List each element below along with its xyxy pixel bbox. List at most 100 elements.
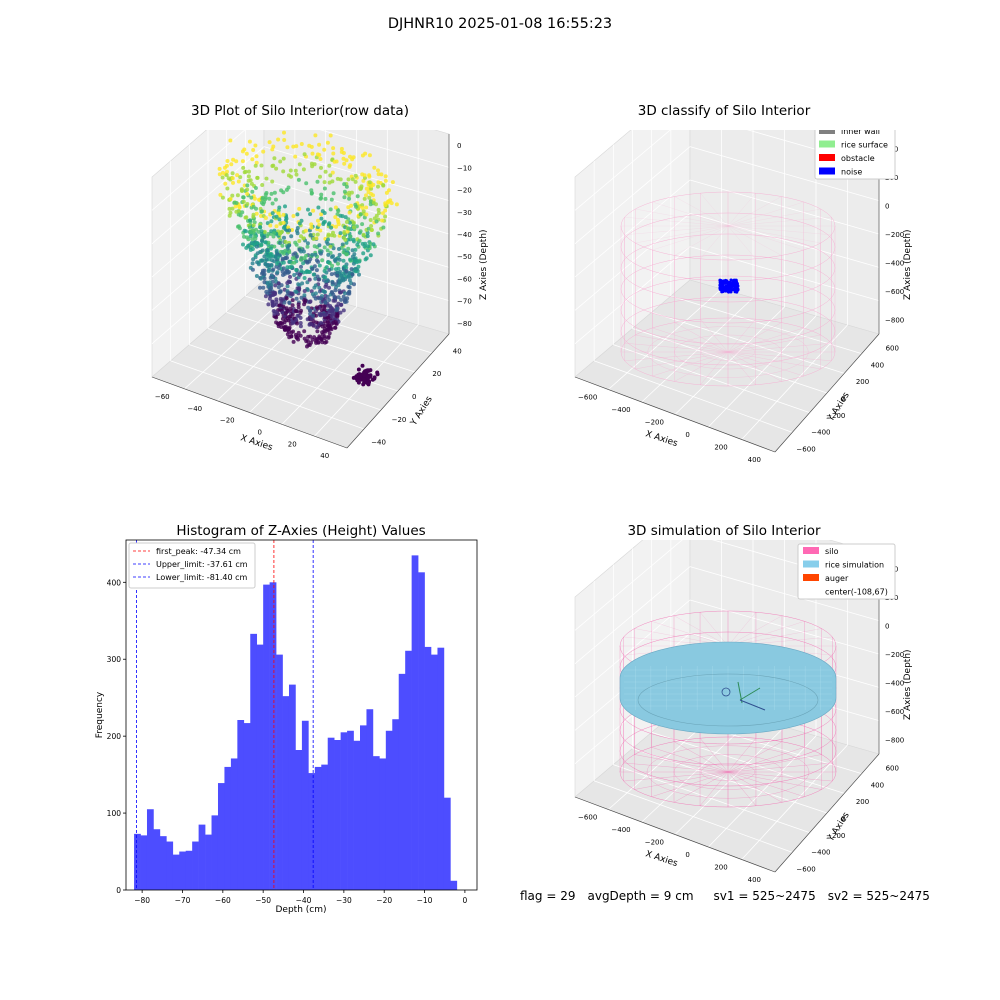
scatter-point	[239, 187, 244, 192]
scatter-point	[276, 281, 281, 286]
scatter-point	[323, 196, 328, 201]
scatter-point	[361, 232, 366, 237]
scatter-point	[351, 220, 356, 225]
scatter-point	[241, 195, 246, 200]
scatter-point	[337, 252, 342, 257]
scatter-point	[283, 239, 288, 244]
scatter-point	[273, 197, 278, 202]
tick-label: −20	[392, 416, 407, 424]
scatter-point	[308, 212, 313, 217]
tick-label: 40	[453, 347, 462, 355]
scatter-point	[297, 286, 301, 291]
scatter-point	[228, 196, 233, 201]
scatter-point	[248, 247, 253, 252]
scatter-point	[236, 212, 241, 217]
scatter-point	[264, 176, 269, 181]
scatter-point	[294, 336, 299, 340]
scatter-point	[322, 275, 327, 280]
legend-swatch	[803, 547, 819, 554]
silo-floor-ring	[647, 326, 809, 378]
scatter-point	[344, 265, 349, 270]
scatter-point	[344, 184, 349, 189]
scatter-point	[258, 276, 263, 281]
scatter-point	[335, 273, 340, 278]
scatter-point	[330, 280, 335, 285]
scatter-point	[394, 202, 399, 207]
scatter-point	[281, 266, 286, 271]
histogram-frame	[125, 539, 478, 891]
histogram-bar	[282, 696, 290, 890]
scatter-point	[347, 190, 352, 195]
scatter-point	[294, 172, 299, 177]
classify-plot-title: 3D classify of Silo Interior	[637, 103, 811, 119]
scatter-point	[274, 214, 279, 219]
noise-point	[733, 282, 737, 287]
scatter-point	[270, 211, 275, 216]
legend-label: Upper_limit: -37.61 cm	[156, 560, 248, 569]
scatter-point	[269, 219, 274, 224]
scatter-point	[277, 217, 282, 222]
scatter-point	[267, 196, 272, 201]
scatter-point	[306, 207, 310, 212]
classify-z-label: Z Axies (Depth)	[903, 229, 913, 300]
scatter-point	[322, 186, 327, 191]
scatter-point	[348, 234, 353, 239]
x-tick-label: −30	[336, 896, 352, 905]
scatter-point	[269, 252, 274, 257]
scatter-point	[334, 159, 339, 164]
scatter-point	[324, 282, 329, 287]
scatter-point	[265, 234, 270, 239]
flag-value: flag = 29	[520, 889, 576, 903]
scatter-point	[354, 374, 359, 379]
scatter-point	[230, 193, 235, 198]
scatter-point	[316, 277, 321, 282]
scatter-point	[230, 206, 235, 211]
tick-label: 200	[714, 443, 727, 451]
scatter-point	[376, 207, 381, 212]
scatter-point	[263, 197, 268, 202]
scatter-point	[287, 314, 292, 319]
scatter-point	[341, 308, 346, 313]
tick-label: 0	[885, 202, 889, 210]
scatter-point	[354, 204, 359, 209]
scatter-point	[319, 192, 324, 197]
scatter-point	[348, 237, 353, 242]
histogram-bar	[237, 720, 245, 890]
scatter-point	[254, 154, 259, 159]
scatter-point	[337, 277, 342, 282]
scatter-point	[269, 229, 274, 234]
histogram-bar	[340, 732, 348, 890]
histogram-chart: −80 −70 −60 −50 −40 −30 −20 −10 0 0100200300400 …	[95, 539, 478, 915]
scatter-point	[249, 181, 254, 186]
scatter-point	[371, 193, 375, 198]
scatter-point	[276, 137, 281, 142]
x-tick-label: 0	[463, 896, 468, 905]
scatter-point	[285, 145, 290, 150]
histogram-bar	[153, 829, 161, 890]
silo-floor-ring	[700, 763, 756, 781]
scatter-point	[252, 196, 257, 201]
simulation-rice-surface	[619, 641, 837, 735]
tick-label: 0	[841, 395, 845, 403]
scatter-point	[296, 330, 301, 335]
histogram-bar	[243, 723, 251, 890]
scatter-point	[327, 267, 332, 272]
scatter-point	[268, 275, 273, 280]
scatter-point	[380, 211, 385, 216]
scatter-point	[244, 151, 249, 156]
scatter-point	[329, 290, 334, 294]
scatter-point	[346, 226, 351, 231]
scatter-point	[317, 263, 322, 268]
scatter-point	[350, 177, 355, 182]
grid-line	[319, 130, 450, 168]
scatter-point	[288, 306, 293, 311]
scatter-point	[342, 182, 347, 187]
scatter-point	[293, 168, 298, 173]
scatter-point	[259, 209, 264, 214]
raw-plot-title: 3D Plot of Silo Interior(row data)	[191, 103, 409, 119]
tick-label: −20	[457, 187, 472, 195]
scatter-point	[272, 259, 277, 264]
scatter-point	[294, 296, 299, 301]
scatter-point	[299, 249, 303, 254]
scatter-point	[277, 303, 282, 308]
